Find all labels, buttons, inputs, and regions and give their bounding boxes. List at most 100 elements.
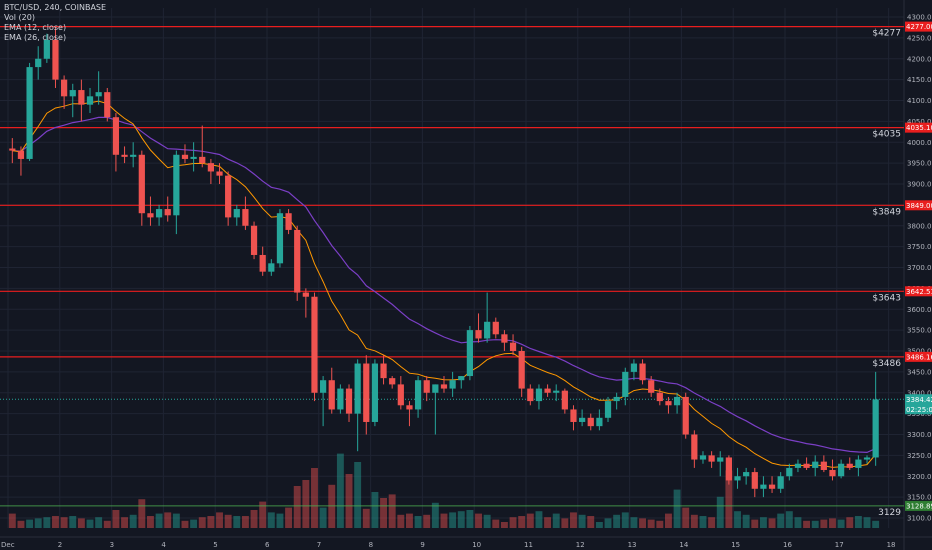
candle-body xyxy=(78,90,85,105)
volume-bar xyxy=(518,516,526,528)
volume-bar xyxy=(371,492,379,528)
y-tick-label: 4300.00 xyxy=(907,14,932,22)
volume-bar xyxy=(43,517,51,528)
candle-body xyxy=(242,209,249,226)
candle-body xyxy=(43,39,50,59)
volume-bar xyxy=(354,462,362,528)
candle-body xyxy=(173,154,180,216)
current-price-text: 3384.42 xyxy=(906,396,932,404)
volume-bar xyxy=(535,511,543,528)
candlesticks xyxy=(9,27,879,498)
volume-bar xyxy=(682,507,690,528)
volume-bar xyxy=(146,516,154,528)
volume-bar xyxy=(259,501,267,528)
volume-bar xyxy=(276,513,284,528)
candle-body xyxy=(354,363,361,414)
volume-bar xyxy=(241,516,249,528)
candle-body xyxy=(440,384,448,389)
candle-body xyxy=(414,380,422,410)
volume-bar xyxy=(699,516,707,528)
level-price-label: $4277 xyxy=(872,29,901,39)
candle-body xyxy=(199,156,206,164)
volume-bar xyxy=(509,517,517,528)
candle-body xyxy=(509,342,517,351)
volume-bar xyxy=(716,496,724,528)
volume-bar xyxy=(328,484,336,528)
y-tick-label: 3300.00 xyxy=(907,431,932,439)
y-tick-label: 4150.00 xyxy=(907,76,932,84)
candle-body xyxy=(190,156,197,159)
volume-bar xyxy=(837,519,845,528)
candle-body xyxy=(216,171,223,176)
ema-fast-label[interactable]: EMA (12, close) xyxy=(4,23,67,32)
candle-body xyxy=(466,330,473,377)
volume-bar xyxy=(492,519,500,528)
volume-bar xyxy=(69,516,77,528)
volume-bar xyxy=(388,494,396,528)
x-tick-label: 8 xyxy=(369,541,373,549)
volume-bar xyxy=(164,512,172,528)
y-tick-label: 4250.00 xyxy=(907,34,932,42)
candle-body xyxy=(484,321,491,339)
candle-body xyxy=(61,79,68,97)
y-tick-label: 3100.00 xyxy=(907,515,932,523)
level-price-tag xyxy=(905,286,932,297)
volume-bar xyxy=(673,489,681,528)
candle-body xyxy=(699,455,707,460)
candle-body xyxy=(35,58,42,68)
candle-body xyxy=(311,296,318,393)
x-tick-label: 5 xyxy=(213,541,217,549)
level-price-label: $3486 xyxy=(872,359,901,369)
volume-bar xyxy=(129,514,137,528)
time-axis[interactable]: Dec 2 3 4 5 6 7 8 9 10 11 12 13 14 15 16 17 18 xyxy=(1,541,896,549)
candle-body xyxy=(820,461,827,470)
candle-body xyxy=(147,213,154,218)
volume-bar xyxy=(475,513,482,528)
candle-body xyxy=(751,472,758,489)
candle-body xyxy=(268,263,275,272)
volume-indicator-label[interactable]: Vol (20) xyxy=(4,13,35,22)
volume-bar xyxy=(613,514,621,528)
level-price-label: $3643 xyxy=(872,293,901,303)
volume-bar xyxy=(172,513,180,528)
y-tick-label: 3400.00 xyxy=(907,389,932,397)
volume-bar xyxy=(587,516,595,528)
candle-body xyxy=(596,417,603,427)
candle-body xyxy=(812,461,819,468)
x-tick-label: 9 xyxy=(420,541,424,549)
volume-bar xyxy=(86,519,94,528)
candle-body xyxy=(337,388,344,410)
symbol-label[interactable]: BTC/USD, 240, COINBASE xyxy=(4,3,107,12)
candle-body xyxy=(233,209,240,218)
ema-slow-label[interactable]: EMA (26, close) xyxy=(4,33,67,42)
volume-bar xyxy=(285,507,293,528)
volume-bar xyxy=(34,518,42,528)
x-tick-label: 11 xyxy=(524,541,533,549)
candle-body xyxy=(501,334,508,343)
candle-countdown-text: 02:25:00 xyxy=(906,406,932,414)
candle-body xyxy=(104,92,111,118)
candle-body xyxy=(328,380,335,410)
candle-body xyxy=(294,229,301,293)
x-tick-label: 3 xyxy=(110,541,114,549)
volume-bar xyxy=(362,508,370,528)
candle-body xyxy=(665,401,672,406)
volume-bar xyxy=(112,510,120,528)
volume-bar xyxy=(647,519,655,528)
candle-body xyxy=(432,384,439,393)
volume-bar xyxy=(26,519,34,528)
volume-bar xyxy=(138,499,146,528)
candle-body xyxy=(112,117,120,155)
candle-body xyxy=(302,292,309,297)
level-price-tag-text: 3642.51 xyxy=(906,288,932,296)
candle-body xyxy=(69,90,76,97)
level-price-tag-text: 4035.10 xyxy=(906,124,932,132)
level-price-label: $3849 xyxy=(872,207,901,217)
level-price-tag xyxy=(905,122,932,133)
candle-body xyxy=(604,401,612,418)
candle-body xyxy=(363,363,370,422)
volume-bar xyxy=(60,517,68,528)
candle-body xyxy=(673,396,681,406)
